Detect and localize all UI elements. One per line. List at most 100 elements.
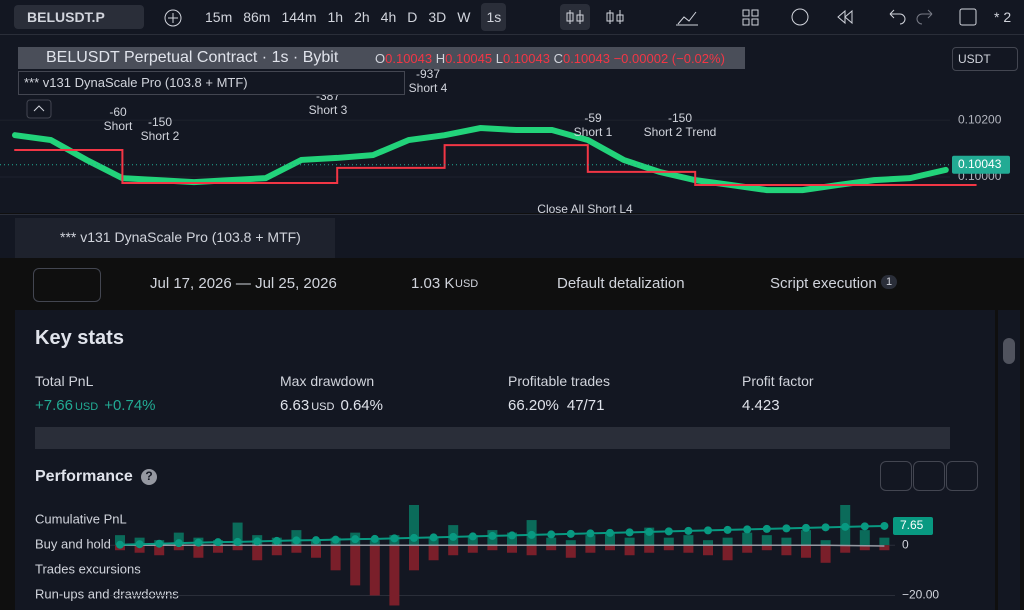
cumulative-dot [860, 522, 869, 531]
annotation-amount: -937 [416, 67, 440, 81]
capital[interactable]: 1.03 K [411, 275, 455, 292]
close: 0.10043 [562, 51, 610, 66]
excursion-bar [879, 545, 890, 551]
v-scrollbar[interactable] [998, 310, 1020, 610]
toolbar-icons [560, 4, 977, 30]
excursion-bar [859, 545, 870, 551]
cumulative-dot [841, 522, 850, 531]
excursion-bar [820, 540, 831, 546]
cumulative-dot [253, 537, 262, 546]
interval[interactable]: 3D [428, 9, 447, 25]
series-line [12, 125, 949, 194]
cumulative-dot [116, 540, 124, 549]
capital-unit: USD [455, 278, 479, 290]
interval[interactable]: D [407, 9, 418, 25]
cumulative-dot [586, 529, 595, 538]
excursion-bar [565, 540, 576, 546]
add-icon[interactable] [162, 7, 184, 29]
detalization[interactable]: Default detalization [557, 275, 685, 292]
interval[interactable]: 1s [481, 3, 507, 31]
cumulative-dot [645, 527, 654, 536]
cumulative-dot [508, 531, 516, 540]
excursion-bar [605, 532, 615, 546]
cumulative-dot [606, 528, 614, 537]
low: 0.10043 [502, 51, 550, 66]
performance-title: Performance [35, 468, 133, 485]
cumulative-dot [370, 534, 379, 543]
interval-list: 15m 86m 144m 1h 2h 4h D 3D W 1s [205, 0, 507, 34]
interval[interactable]: 86m [243, 9, 271, 25]
annotation-label: Short 1 [574, 125, 613, 139]
y-tick-label: 0 [902, 537, 909, 551]
annotation-label: Short [104, 119, 133, 133]
interval[interactable]: 144m [281, 9, 317, 25]
layout-name[interactable]: * 2 [994, 9, 1012, 25]
symbol-box[interactable] [14, 5, 144, 29]
currency[interactable]: USDT [958, 52, 991, 66]
annotation-label: Short 3 [309, 103, 348, 117]
excursion-bar [487, 545, 498, 551]
symbol[interactable]: BELUSDT.P [27, 9, 105, 25]
interval[interactable]: 1h [327, 9, 344, 25]
excursion-bar [801, 545, 811, 558]
cumulative-dot [214, 538, 222, 547]
legend-entry: Cumulative PnL [35, 511, 127, 526]
excursion-bar [154, 545, 165, 556]
excursion-bar [173, 545, 184, 551]
interval[interactable]: 15m [205, 9, 233, 25]
cumulative-dot [331, 535, 340, 544]
excursion-bar [526, 545, 537, 556]
excursion-bar [683, 535, 694, 546]
annotation-label: Close All Short L4 [537, 202, 633, 213]
snapshot-button[interactable] [913, 461, 945, 491]
tab[interactable] [15, 218, 335, 258]
cumulative-dot [743, 525, 752, 534]
excursion-bar [761, 545, 772, 551]
excursion-bar [369, 545, 380, 596]
cumulative-dot [155, 539, 164, 548]
cumulative-dot [762, 524, 771, 533]
h-scrollbar[interactable] [35, 427, 950, 449]
settings-button[interactable] [880, 461, 912, 491]
excursion-bar [879, 537, 890, 546]
legend-entry: Buy and hold [35, 536, 111, 551]
y-tick-label: −20.00 [902, 588, 939, 602]
stat-extra: +0.74% [104, 397, 156, 414]
indicator-box [18, 71, 405, 95]
currency-box[interactable] [952, 47, 1018, 71]
cumulative-dot [547, 530, 556, 539]
annotation-label: Short 2 Trend [644, 125, 717, 139]
excursion-bar [840, 545, 851, 553]
cumulative-dot [664, 527, 673, 536]
scroll-thumb[interactable] [1003, 338, 1015, 364]
excursion-bar [585, 545, 596, 553]
help-icon[interactable]: ? [141, 469, 157, 485]
excursion-bar [173, 532, 184, 546]
cumulative-dot [880, 521, 889, 530]
interval[interactable]: 2h [354, 9, 370, 25]
expand-button[interactable] [946, 461, 978, 491]
excursion-bar [409, 545, 419, 571]
tab-label[interactable]: *** v131 DynaScale Pro (103.8 + MTF) [60, 229, 301, 245]
view-toggle[interactable] [33, 268, 101, 302]
excursion-bar [193, 545, 204, 558]
excursion-bar [605, 545, 615, 551]
stat-label: Profitable trades [508, 373, 610, 389]
annotation-amount: -60 [109, 105, 127, 119]
interval[interactable]: 4h [380, 9, 397, 25]
performance-chart: Cumulative PnL Buy and hold Trades excursi… [35, 505, 939, 606]
indicator-name[interactable]: *** v131 DynaScale Pro (103.8 + MTF) [24, 75, 248, 90]
excursion-bar [467, 545, 478, 553]
excursion-bar [134, 545, 145, 553]
excursion-bar [232, 522, 243, 546]
interval[interactable]: W [457, 9, 471, 25]
collapse[interactable] [26, 99, 52, 119]
last-value-label: 7.65 [900, 518, 924, 532]
cumulative-dot [625, 528, 634, 537]
script-execution[interactable]: Script execution [770, 275, 877, 292]
excursion-bar [663, 537, 674, 546]
stat-label: Max drawdown [280, 373, 375, 389]
date-range[interactable]: Jul 17, 2026 — Jul 25, 2026 [150, 275, 337, 292]
excursion-bar [644, 545, 655, 553]
